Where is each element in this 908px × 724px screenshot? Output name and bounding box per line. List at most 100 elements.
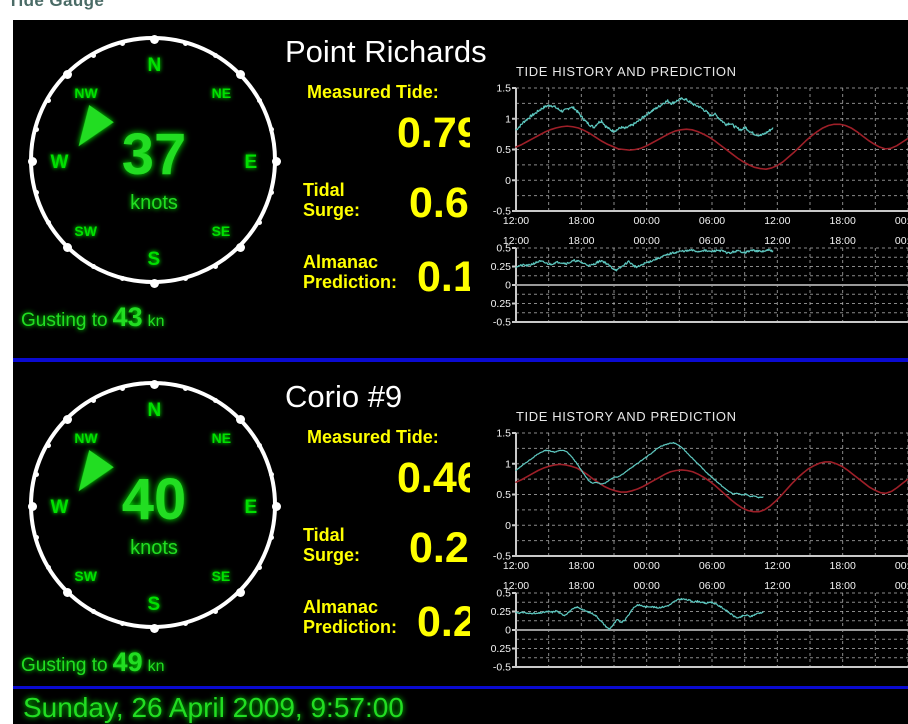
svg-text:-0.5: -0.5 bbox=[493, 317, 511, 329]
svg-text:18:00: 18:00 bbox=[568, 560, 594, 572]
compass-tick-icon bbox=[271, 501, 281, 511]
compass-tick-icon bbox=[63, 587, 73, 597]
gust-label: Gusting to bbox=[21, 310, 108, 331]
svg-text:12:00: 12:00 bbox=[764, 215, 790, 227]
tide-display: N NE E SE S SW W NW 37 knots Gusting to 43 kn Poi… bbox=[13, 20, 908, 724]
gust-readout: Gusting to 43 kn bbox=[21, 302, 165, 333]
compass-tick-icon bbox=[45, 564, 51, 570]
compass-tick-icon bbox=[33, 471, 39, 477]
almanac-label-line1: Almanac bbox=[303, 597, 379, 617]
svg-text:0.5: 0.5 bbox=[496, 243, 511, 255]
compass-label-s: S bbox=[147, 593, 161, 615]
compass-tick-icon bbox=[212, 264, 218, 270]
svg-text:-0.5: -0.5 bbox=[493, 551, 511, 563]
compass-label-se: SE bbox=[211, 222, 231, 239]
surge-history-chart: 0.5 0.25 0 0.25 -0.5 12:00 18:00 00:00 06:00 12:0… bbox=[470, 226, 908, 338]
station-panel: N NE E SE S SW W NW 40 knots Gusting to 49 kn Cor… bbox=[13, 365, 908, 687]
compass-label-n: N bbox=[147, 399, 162, 421]
compass-tick-icon bbox=[257, 97, 263, 103]
compass-tick-icon bbox=[149, 278, 159, 288]
chart-svg: 0.5 0.25 0 0.25 -0.5 12:00 18:00 00:00 06:00 12:0… bbox=[470, 571, 908, 683]
svg-text:1.5: 1.5 bbox=[496, 428, 511, 440]
compass-tick-icon bbox=[235, 415, 245, 425]
svg-text:06:00: 06:00 bbox=[699, 560, 725, 572]
compass-tick-icon bbox=[149, 623, 159, 633]
compass-tick-icon bbox=[119, 40, 125, 46]
charts-area: TIDE HISTORY AND PREDICTION 1.5 1 0.5 0 -0.5… bbox=[470, 365, 908, 687]
svg-text:12:00: 12:00 bbox=[503, 235, 529, 247]
series-prediction bbox=[515, 123, 908, 170]
station-panel: N NE E SE S SW W NW 37 knots Gusting to 43 kn Poi… bbox=[13, 20, 908, 342]
svg-text:12:00: 12:00 bbox=[764, 560, 790, 572]
compass-label-se: SE bbox=[211, 567, 231, 584]
compass-tick-icon bbox=[90, 52, 96, 58]
compass-label-w: W bbox=[50, 151, 69, 173]
gust-unit: kn bbox=[147, 658, 165, 675]
compass-tick-icon bbox=[269, 126, 275, 132]
svg-text:0.25: 0.25 bbox=[491, 606, 512, 618]
tidal-surge-label: Tidal Surge: bbox=[303, 180, 360, 220]
tidal-surge-label-line1: Tidal bbox=[303, 180, 345, 200]
svg-text:06:00: 06:00 bbox=[699, 215, 725, 227]
svg-text:18:00: 18:00 bbox=[568, 235, 594, 247]
svg-text:0: 0 bbox=[505, 280, 511, 292]
tidal-surge-label-line2: Surge: bbox=[303, 545, 361, 566]
gust-readout: Gusting to 49 kn bbox=[21, 647, 165, 678]
tide-history-chart: 1.5 1 0.5 0 -0.5 12:00 18:00 00:00 06:00 12:00 18:… bbox=[470, 78, 908, 233]
station-name: Point Richards bbox=[285, 34, 487, 69]
compass-tick-icon bbox=[183, 385, 189, 391]
svg-text:00:00: 00:00 bbox=[895, 580, 908, 592]
svg-text:0: 0 bbox=[505, 175, 511, 187]
series-measured bbox=[515, 441, 764, 499]
compass-tick-icon bbox=[33, 535, 39, 541]
svg-text:0.25: 0.25 bbox=[491, 261, 512, 273]
gust-value: 49 bbox=[112, 647, 143, 677]
chart-svg: 1.510.50-0.512:00 18:00 00:00 06:00 12:00 18:… bbox=[470, 423, 908, 578]
compass-tick-icon bbox=[119, 276, 125, 282]
svg-text:00:00: 00:00 bbox=[634, 580, 660, 592]
svg-text:12:00: 12:00 bbox=[764, 235, 790, 247]
svg-text:00:00: 00:00 bbox=[634, 235, 660, 247]
almanac-prediction-label: Almanac Prediction: bbox=[303, 597, 397, 637]
svg-text:12:00: 12:00 bbox=[503, 560, 529, 572]
compass-tick-icon bbox=[235, 70, 245, 80]
svg-text:00:00: 00:00 bbox=[634, 215, 660, 227]
svg-text:18:00: 18:00 bbox=[830, 215, 856, 227]
svg-text:0.5: 0.5 bbox=[496, 588, 511, 600]
compass-tick-icon bbox=[45, 97, 51, 103]
chart-title: TIDE HISTORY AND PREDICTION bbox=[516, 64, 737, 79]
compass-label-e: E bbox=[244, 496, 258, 518]
svg-text:0: 0 bbox=[505, 625, 511, 637]
wind-speed-value: 37 bbox=[121, 122, 187, 187]
compass-tick-icon bbox=[45, 442, 51, 448]
footer-divider bbox=[13, 686, 908, 689]
svg-text:18:00: 18:00 bbox=[568, 580, 594, 592]
status-bar: Sunday, 26 April 2009, 9:57:00 bbox=[13, 692, 908, 724]
compass-tick-icon bbox=[257, 564, 263, 570]
compass-tick-icon bbox=[119, 385, 125, 391]
compass-label-e: E bbox=[244, 151, 258, 173]
svg-text:18:00: 18:00 bbox=[568, 215, 594, 227]
gust-value: 43 bbox=[112, 302, 143, 332]
svg-text:00:00: 00:00 bbox=[895, 235, 908, 247]
compass-label-sw: SW bbox=[74, 222, 97, 239]
gust-label: Gusting to bbox=[21, 655, 108, 676]
svg-text:1: 1 bbox=[505, 113, 511, 125]
measured-tide-value: 0.79 bbox=[397, 109, 481, 157]
svg-text:06:00: 06:00 bbox=[699, 580, 725, 592]
svg-text:-0.5: -0.5 bbox=[493, 206, 511, 218]
svg-text:0.5: 0.5 bbox=[496, 489, 511, 501]
svg-text:0: 0 bbox=[505, 520, 511, 532]
compass-label-nw: NW bbox=[74, 85, 98, 102]
compass-tick-icon bbox=[27, 156, 37, 166]
compass-tick-icon bbox=[183, 40, 189, 46]
measured-tide-value: 0.46 bbox=[397, 454, 481, 502]
series-surge bbox=[515, 248, 774, 272]
panel-divider bbox=[13, 358, 908, 362]
compass-tick-icon bbox=[119, 621, 125, 627]
chart-svg: 0.5 0.25 0 0.25 -0.5 12:00 18:00 00:00 06:00 12:0… bbox=[470, 226, 908, 338]
chart-title: TIDE HISTORY AND PREDICTION bbox=[516, 409, 737, 424]
svg-text:0.25: 0.25 bbox=[491, 298, 512, 310]
compass-tick-icon bbox=[212, 52, 218, 58]
svg-text:1.5: 1.5 bbox=[496, 83, 511, 95]
